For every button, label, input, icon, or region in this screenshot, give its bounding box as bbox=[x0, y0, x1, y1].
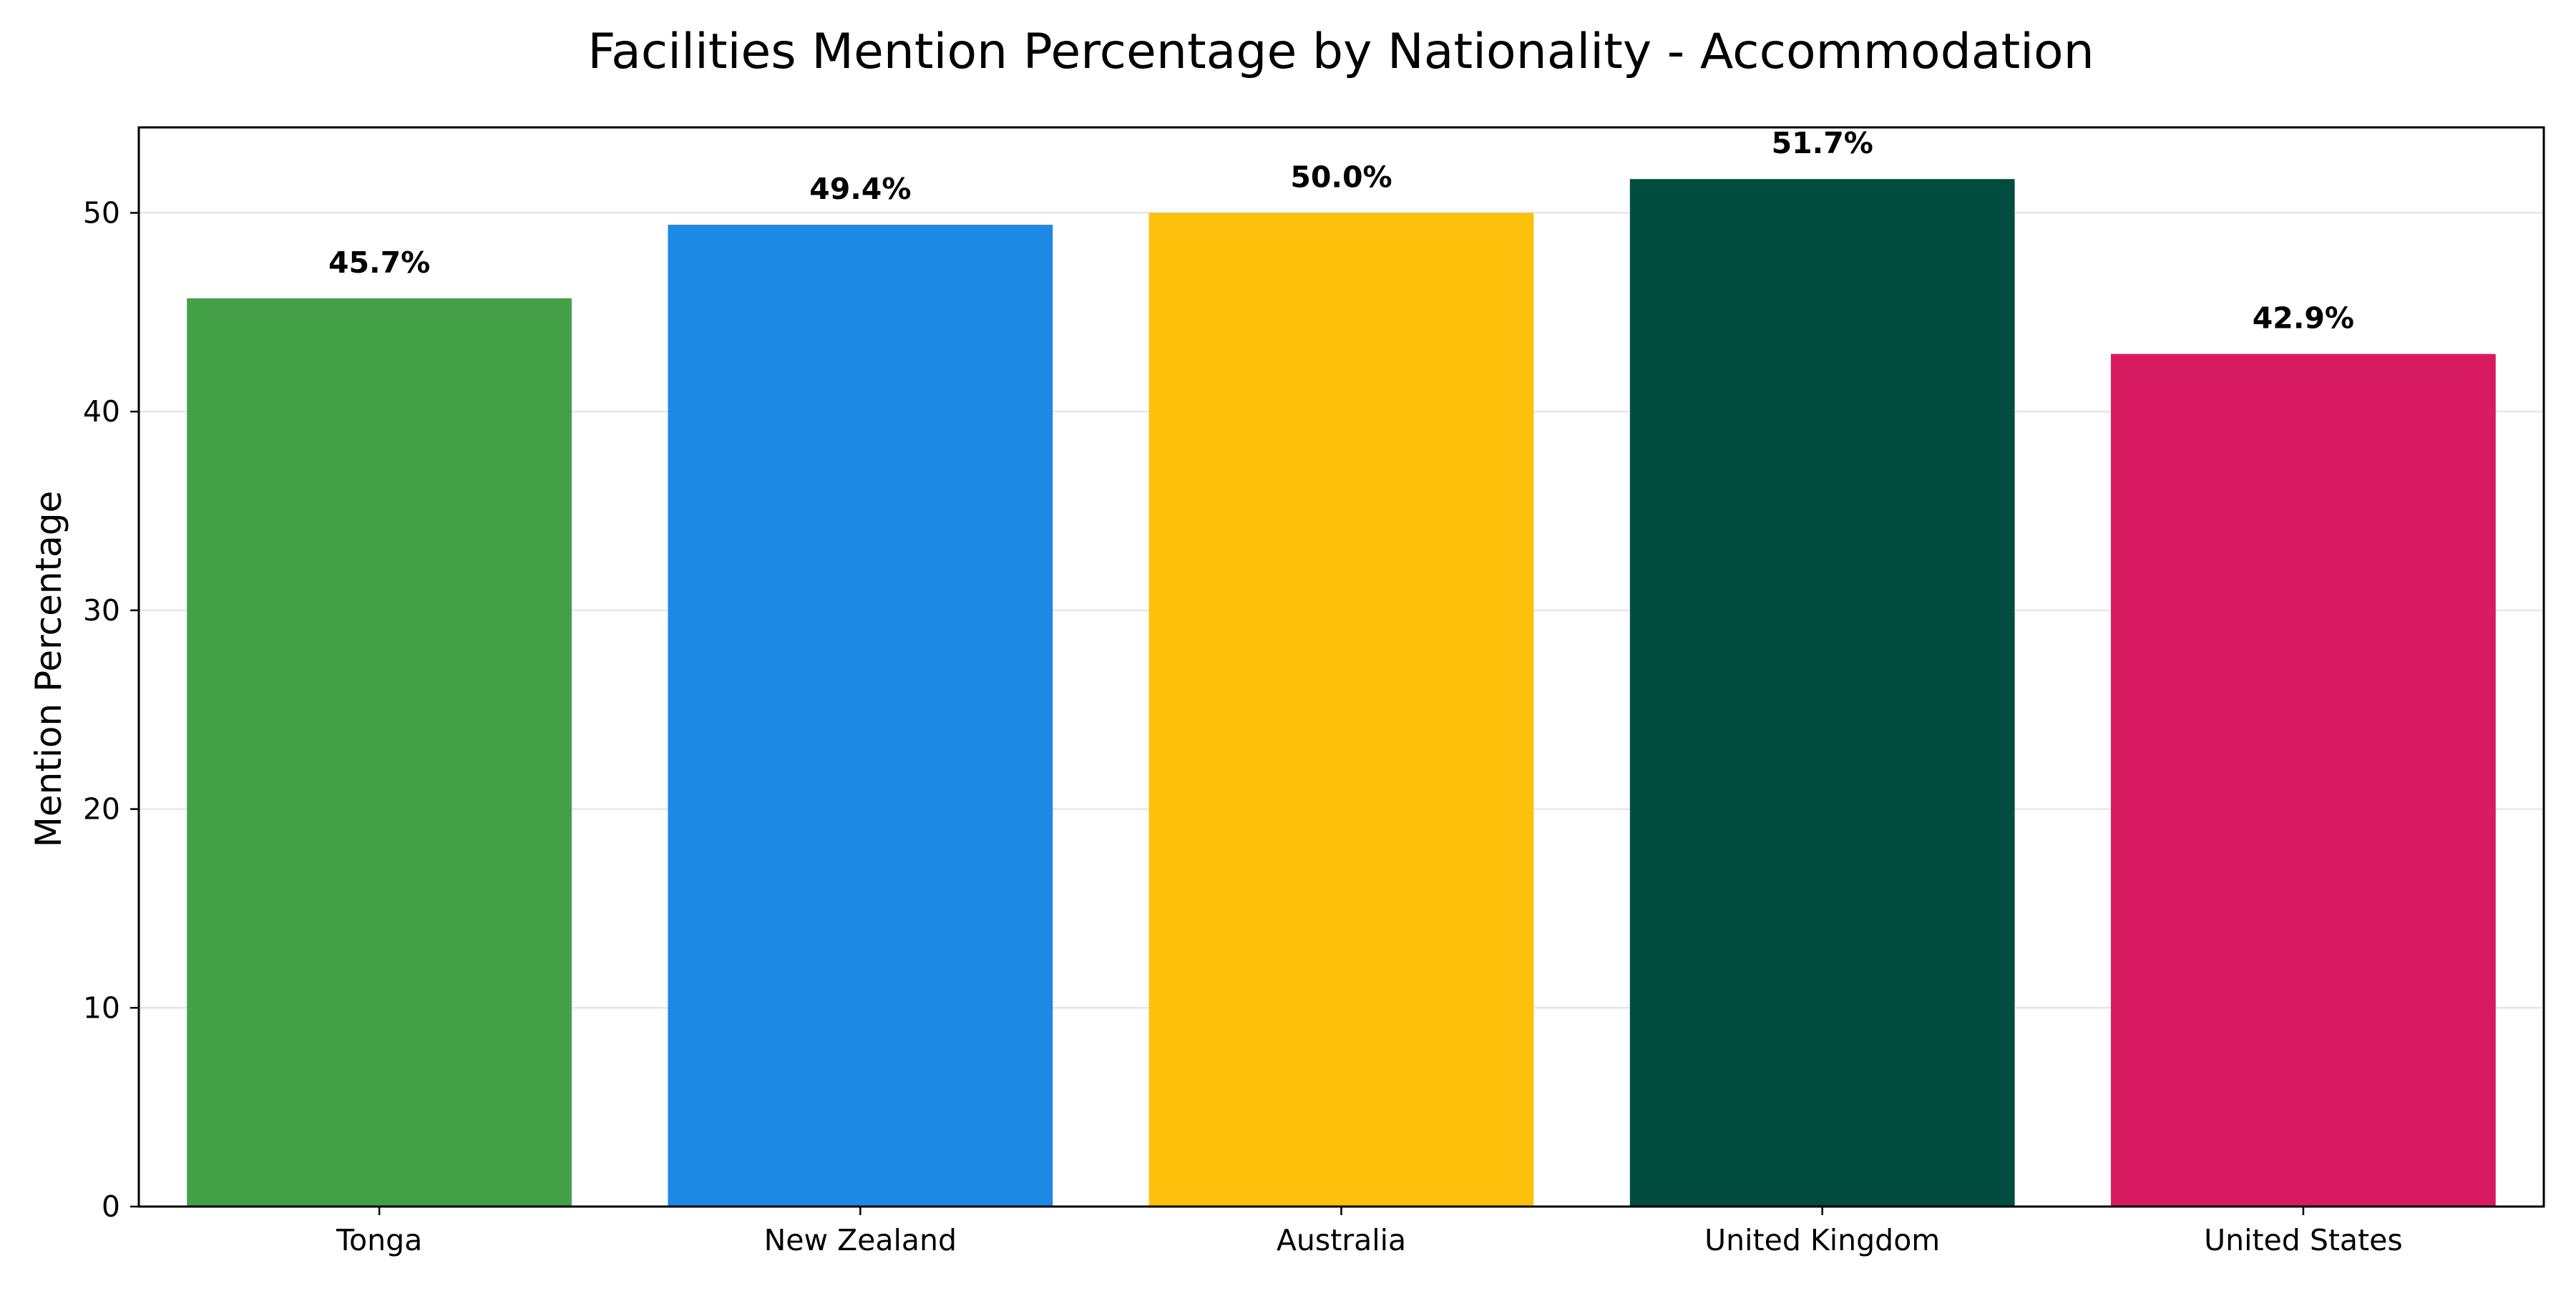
y-tick-label: 20 bbox=[83, 792, 120, 827]
bar-value-label: 49.4% bbox=[809, 172, 911, 206]
x-tick-label: United Kingdom bbox=[1704, 1223, 1940, 1257]
x-axis: Tonga New Zealand Australia United Kingdom U… bbox=[336, 1207, 2403, 1257]
x-tick-label: Australia bbox=[1277, 1223, 1406, 1257]
chart-title: Facilities Mention Percentage by Nationa… bbox=[587, 24, 2094, 80]
bar-value-label: 50.0% bbox=[1290, 160, 1392, 194]
bar bbox=[187, 298, 572, 1207]
plot-frame bbox=[137, 126, 2545, 1208]
bar bbox=[668, 225, 1053, 1207]
bar-value-label: 51.7% bbox=[1772, 126, 1873, 160]
x-tick-label: New Zealand bbox=[764, 1223, 957, 1257]
y-tick-label: 10 bbox=[83, 990, 120, 1025]
bar bbox=[2111, 354, 2496, 1207]
y-tick-label: 0 bbox=[102, 1189, 120, 1224]
y-tick-label: 30 bbox=[83, 593, 120, 628]
y-tick-label: 40 bbox=[83, 394, 120, 429]
bar-value-label: 42.9% bbox=[2253, 301, 2354, 336]
bar-value-label: 45.7% bbox=[328, 245, 430, 280]
bar bbox=[1629, 179, 2015, 1207]
bar bbox=[1148, 213, 1534, 1207]
x-tick-label: United States bbox=[2204, 1223, 2403, 1257]
bars bbox=[187, 179, 2496, 1207]
x-tick-label: Tonga bbox=[336, 1223, 422, 1257]
y-axis-label: Mention Percentage bbox=[28, 491, 69, 848]
data-labels: 45.7% 49.4% 50.0% 51.7% 42.9% bbox=[328, 126, 2354, 335]
y-axis: 0 10 20 30 40 50 bbox=[83, 195, 139, 1224]
y-tick-label: 50 bbox=[83, 195, 120, 230]
